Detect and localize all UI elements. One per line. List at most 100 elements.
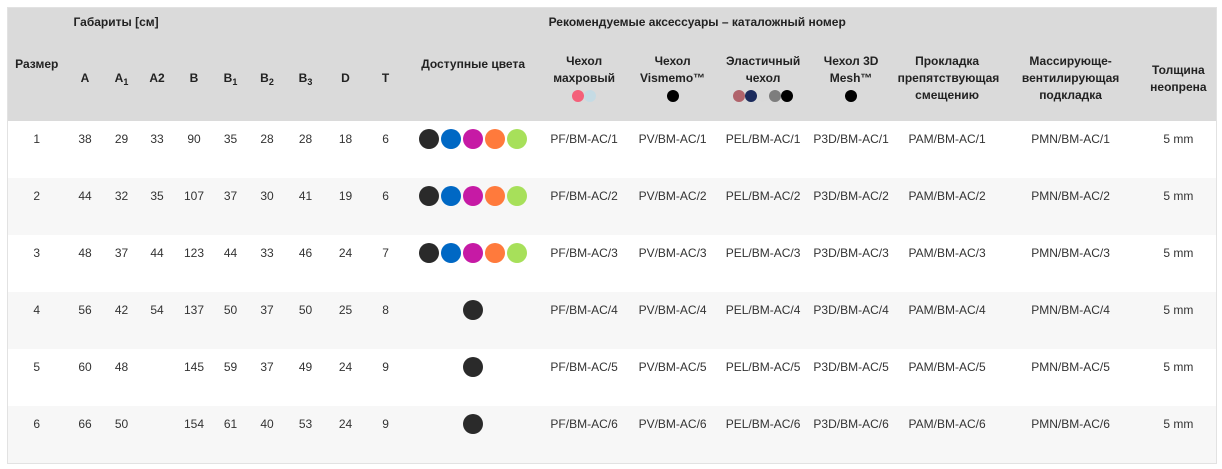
- size-cell: 4: [7, 292, 66, 349]
- dim-letter: B: [298, 71, 308, 85]
- accessory-cell: PF/BM-AC/2: [540, 178, 628, 235]
- accessory-cell: PEL/BM-AC/2: [717, 178, 809, 235]
- header-dim-7: D: [325, 36, 366, 121]
- size-cell: 5: [33, 360, 41, 374]
- table-row: 1 38 29 33 90 35 28 28 18 6 PF/BM-AC/1 PV/BM-AC/1 PE…: [8, 121, 1217, 178]
- dimension-cell: 25: [325, 292, 366, 349]
- color-dot: [463, 300, 484, 320]
- dim-letter: D: [341, 71, 350, 85]
- color-swatch: [745, 89, 758, 102]
- dimension-cell: 40: [248, 406, 286, 464]
- accessory-cell: PMN/BM-AC/5: [1031, 360, 1110, 374]
- dimension-cell: 41: [285, 178, 326, 235]
- size-table: Размер Габариты [см] Доступные цвета Рек…: [7, 7, 1218, 464]
- dim-subscript: 1: [123, 77, 129, 87]
- table-row: 6 66 50 154 61 40 53 24 9 PF/BM-AC/6 PV/BM-AC/6 PEL…: [7, 406, 1217, 464]
- color-dot: [419, 243, 440, 263]
- dimension-cell: 37: [260, 360, 274, 374]
- header-accessory-6: Толщина неопрена: [1140, 36, 1217, 121]
- dimension-cell: 9: [382, 360, 389, 374]
- dimension-cell: 33: [150, 132, 164, 146]
- colors-cell: [405, 292, 541, 349]
- header-dim-2: A2: [138, 36, 176, 121]
- dimension-cell: 32: [104, 178, 139, 235]
- accessory-cell: PV/BM-AC/4: [627, 292, 718, 349]
- accessory-cell: PAM/BM-AC/6: [893, 406, 1001, 464]
- color-dot: [463, 186, 484, 206]
- color-swatch: [666, 89, 679, 102]
- accessory-label: Чехол 3D Mesh™: [823, 54, 879, 85]
- dimension-cell: 24: [338, 360, 353, 374]
- dim-letter: B: [223, 71, 233, 85]
- dimension-cell: 37: [248, 292, 286, 349]
- accessory-cell: 5 mm: [1163, 132, 1194, 146]
- dimension-cell: 37: [212, 178, 249, 235]
- dim-letter: B: [189, 71, 199, 85]
- accessory-cell: 5 mm: [1140, 292, 1217, 349]
- color-dot: [507, 186, 528, 206]
- dimension-cell: 59: [223, 360, 238, 374]
- header-dim-8: T: [365, 36, 406, 121]
- accessory-cell: PMN/BM-AC/6: [1000, 406, 1141, 464]
- color-dot: [419, 129, 440, 149]
- dimension-cell: 44: [150, 246, 164, 260]
- header-accessory-3: Чехол 3D Mesh™: [808, 36, 894, 121]
- size-cell: 1: [33, 132, 41, 146]
- color-dot: [485, 243, 506, 263]
- size-cell: 2: [7, 178, 66, 235]
- accessory-cell: PAM/BM-AC/1: [908, 132, 986, 146]
- dimension-cell: 28: [298, 132, 313, 146]
- color-dot: [463, 129, 484, 149]
- color-dot: [485, 129, 506, 149]
- dimension-cell: 48: [114, 360, 129, 374]
- dim-subscript: 3: [307, 77, 313, 87]
- dim-letter: A: [80, 71, 90, 85]
- accessory-cell: PMN/BM-AC/1: [1031, 132, 1110, 146]
- color-swatch: [769, 89, 782, 102]
- accessory-cell: PEL/BM-AC/3: [725, 246, 801, 260]
- dimension-cell: 30: [248, 178, 286, 235]
- dimension-cell: 90: [187, 132, 201, 146]
- dimension-cell: 29: [114, 132, 129, 146]
- dimension-cell: 28: [260, 132, 274, 146]
- accessory-cell: PEL/BM-AC/5: [725, 360, 801, 374]
- dimension-cell: 46: [298, 246, 313, 260]
- header-colors: Доступные цвета: [405, 7, 541, 121]
- size-cell: 3: [33, 246, 41, 260]
- dimension-cell: 48: [78, 246, 92, 260]
- dimension-cell: 53: [285, 406, 326, 464]
- size-cell: 6: [7, 406, 66, 464]
- dimension-cell: 50: [104, 406, 139, 464]
- accessory-cell: PEL/BM-AC/6: [717, 406, 809, 464]
- dimension-cell: 123: [183, 246, 205, 260]
- color-swatch: [733, 89, 746, 102]
- dim-letter: A: [114, 71, 124, 85]
- header-dimensions: Габариты [см]: [65, 7, 406, 36]
- dimension-cell: 50: [285, 292, 326, 349]
- color-dot: [485, 186, 506, 206]
- dimension-cell: 44: [65, 178, 105, 235]
- accessory-cell: P3D/BM-AC/3: [813, 246, 889, 260]
- color-swatch: [781, 89, 794, 102]
- accessory-cell: P3D/BM-AC/2: [808, 178, 894, 235]
- dimension-cell: 38: [78, 132, 92, 146]
- dimension-cell: 6: [382, 132, 389, 146]
- dimension-cell: 154: [175, 406, 213, 464]
- header-dim-6: B3: [285, 36, 326, 121]
- dimension-cell: 60: [78, 360, 92, 374]
- dimension-cell: 66: [65, 406, 105, 464]
- header-accessory-4: Прокладка препятствующая смещению: [893, 36, 1001, 121]
- dimension-cell: 18: [338, 132, 353, 146]
- accessory-cell: PV/BM-AC/3: [638, 246, 707, 260]
- accessory-cell: 5 mm: [1140, 178, 1217, 235]
- accessory-cell: PAM/BM-AC/3: [908, 246, 986, 260]
- color-swatch: [572, 89, 585, 102]
- dimension-cell: 50: [212, 292, 249, 349]
- color-dot: [507, 129, 528, 149]
- colors-cell: [406, 235, 541, 292]
- dimension-cell: 6: [365, 178, 406, 235]
- dimension-cell: 42: [104, 292, 139, 349]
- accessory-cell: PAM/BM-AC/4: [893, 292, 1001, 349]
- dimension-cell: 19: [325, 178, 366, 235]
- accessory-label: Массирующе-вентилирующая подкладка: [1021, 54, 1120, 102]
